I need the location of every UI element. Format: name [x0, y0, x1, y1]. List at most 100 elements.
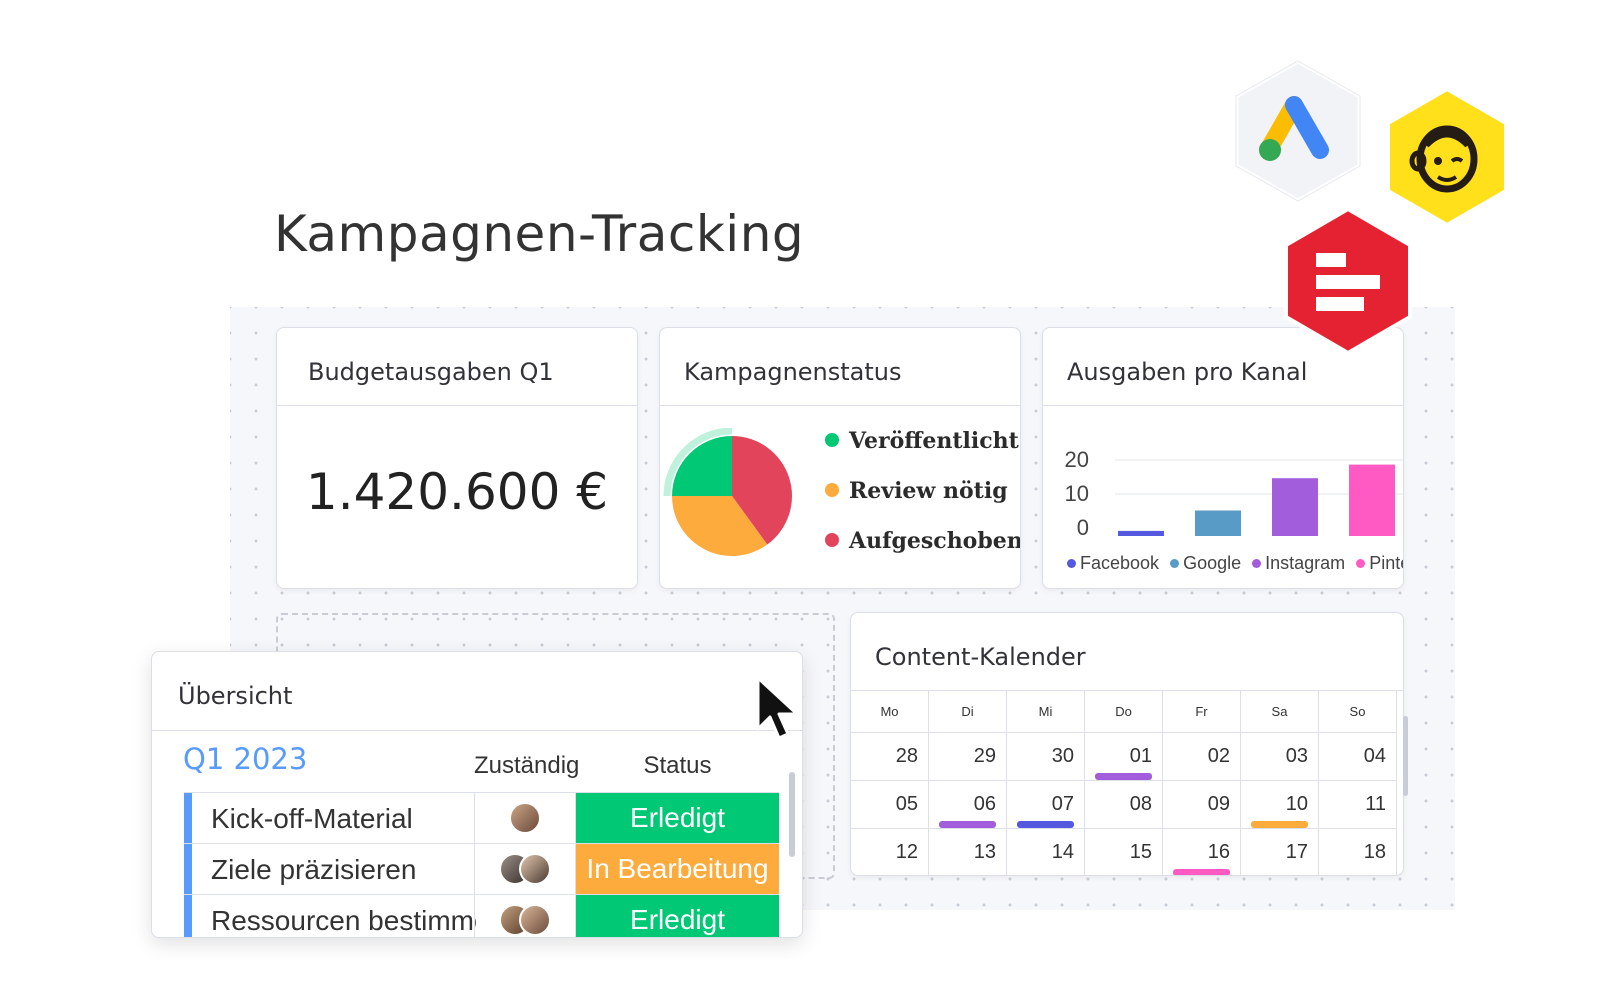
- status-badge[interactable]: Erledigt: [576, 793, 779, 843]
- pie-slice: [732, 436, 792, 545]
- calendar-day[interactable]: 02: [1163, 733, 1241, 781]
- legend-postponed: Aufgeschoben: [825, 528, 1020, 554]
- table-row[interactable]: Ziele präzisieren In Bearbeitung: [184, 843, 779, 895]
- calendar-scrollbar-thumb[interactable]: [1403, 716, 1408, 796]
- calendar-header: Content-Kalender: [851, 613, 1403, 691]
- legend-dot: [825, 483, 839, 497]
- calendar-day[interactable]: 13: [929, 829, 1007, 875]
- overview-scrollbar-thumb[interactable]: [789, 772, 795, 857]
- day-number: 17: [1285, 841, 1308, 863]
- weekday-label: Mo: [851, 690, 929, 733]
- day-number: 05: [895, 793, 918, 815]
- calendar-day[interactable]: 17: [1241, 829, 1319, 875]
- group-title[interactable]: Q1 2023: [183, 742, 308, 776]
- calendar-day[interactable]: 12: [851, 829, 929, 875]
- legend-pinterest: Pinterest: [1356, 553, 1403, 574]
- calendar-day[interactable]: 28: [851, 733, 929, 781]
- day-number: 03: [1285, 745, 1308, 767]
- calendar-day[interactable]: 05: [851, 781, 929, 829]
- red-app-icon[interactable]: [1278, 205, 1418, 360]
- status-badge[interactable]: In Bearbeitung: [576, 844, 779, 894]
- campaign-status-widget[interactable]: Kampagnenstatus Veröffentlicht Review nö…: [659, 327, 1021, 589]
- table-row[interactable]: Ressourcen bestimmen Erledigt: [184, 894, 779, 937]
- item-name[interactable]: Kick-off-Material: [211, 803, 413, 834]
- bar[interactable]: [1195, 510, 1241, 537]
- calendar-grid: Mo Di Mi Do Fr Sa So 28 29 30 01 02 03 0…: [851, 690, 1401, 875]
- calendar-title: Content-Kalender: [875, 643, 1086, 671]
- calendar-event[interactable]: [1251, 821, 1308, 828]
- group-color-bar: [184, 793, 192, 844]
- calendar-weekday-row: Mo Di Mi Do Fr Sa So: [851, 690, 1401, 733]
- day-number: 14: [1051, 841, 1074, 863]
- channel-spend-header: Ausgaben pro Kanal: [1043, 328, 1403, 406]
- day-number: 30: [1051, 745, 1074, 767]
- calendar-day[interactable]: 15: [1085, 829, 1163, 875]
- calendar-day[interactable]: 14: [1007, 829, 1085, 875]
- overview-title: Übersicht: [178, 682, 293, 710]
- calendar-event[interactable]: [1095, 773, 1152, 780]
- campaign-status-title: Kampagnenstatus: [684, 358, 902, 386]
- legend-label: Google: [1183, 553, 1242, 573]
- day-number: 28: [895, 745, 918, 767]
- calendar-day[interactable]: 01: [1085, 733, 1163, 781]
- legend-dot: [1252, 558, 1262, 568]
- day-number: 06: [973, 793, 996, 815]
- legend-label: Review nötig: [849, 478, 1008, 504]
- budget-widget[interactable]: Budgetausgaben Q1 1.420.600 €: [276, 327, 638, 589]
- calendar-day[interactable]: 11: [1319, 781, 1397, 829]
- overview-board[interactable]: Übersicht Q1 2023 Zuständig Status Kick-…: [151, 651, 803, 938]
- status-badge[interactable]: Erledigt: [576, 895, 779, 937]
- item-name[interactable]: Ressourcen bestimmen: [211, 905, 476, 936]
- owner-cell[interactable]: [474, 895, 576, 937]
- column-header-owner[interactable]: Zuständig: [474, 752, 580, 779]
- bar[interactable]: [1118, 530, 1164, 536]
- legend-dot: [825, 433, 839, 447]
- calendar-day[interactable]: 08: [1085, 781, 1163, 829]
- calendar-day[interactable]: 30: [1007, 733, 1085, 781]
- calendar-day[interactable]: 10: [1241, 781, 1319, 829]
- calendar-day[interactable]: 07: [1007, 781, 1085, 829]
- table-row[interactable]: Kick-off-Material Erledigt: [184, 792, 779, 844]
- content-calendar-widget[interactable]: Content-Kalender Mo Di Mi Do Fr Sa So 28…: [850, 612, 1404, 876]
- day-number: 15: [1129, 841, 1152, 863]
- calendar-event[interactable]: [939, 821, 996, 828]
- weekday-label: Di: [929, 690, 1007, 733]
- calendar-day[interactable]: 03: [1241, 733, 1319, 781]
- weekday-label: Mi: [1007, 690, 1085, 733]
- calendar-day[interactable]: 29: [929, 733, 1007, 781]
- day-number: 08: [1129, 793, 1152, 815]
- item-name[interactable]: Ziele präzisieren: [211, 854, 417, 885]
- day-number: 10: [1285, 793, 1308, 815]
- y-tick-label: 10: [1065, 481, 1089, 506]
- legend-facebook: Facebook: [1067, 553, 1159, 574]
- weekday-label: So: [1319, 690, 1397, 733]
- group-color-bar: [184, 895, 192, 937]
- day-number: 13: [973, 841, 996, 863]
- day-number: 01: [1129, 745, 1152, 767]
- channel-legend: Facebook Google Instagram Pinterest: [1067, 553, 1403, 574]
- calendar-day[interactable]: 06: [929, 781, 1007, 829]
- google-ads-icon[interactable]: [1228, 55, 1368, 205]
- day-number: 29: [973, 745, 996, 767]
- bar[interactable]: [1272, 478, 1318, 536]
- calendar-day[interactable]: 04: [1319, 733, 1397, 781]
- column-header-status[interactable]: Status: [643, 752, 712, 779]
- calendar-event[interactable]: [1017, 821, 1074, 828]
- legend-dot: [825, 533, 839, 547]
- legend-dot: [1170, 558, 1180, 568]
- calendar-day[interactable]: 16: [1163, 829, 1241, 875]
- bar[interactable]: [1349, 464, 1395, 536]
- pie-highlight: [663, 428, 733, 497]
- channel-spend-widget[interactable]: Ausgaben pro Kanal 20 10 0 Facebook Google…: [1042, 327, 1404, 589]
- overview-header: Übersicht: [152, 652, 802, 731]
- avatar: [519, 853, 551, 885]
- calendar-day[interactable]: 18: [1319, 829, 1397, 875]
- calendar-day[interactable]: 09: [1163, 781, 1241, 829]
- owner-cell[interactable]: [474, 793, 576, 843]
- owner-cell[interactable]: [474, 844, 576, 894]
- day-number: 12: [895, 841, 918, 863]
- calendar-event[interactable]: [1173, 869, 1230, 875]
- legend-instagram: Instagram: [1252, 553, 1345, 574]
- legend-google: Google: [1170, 553, 1241, 574]
- mailchimp-icon[interactable]: [1382, 85, 1512, 230]
